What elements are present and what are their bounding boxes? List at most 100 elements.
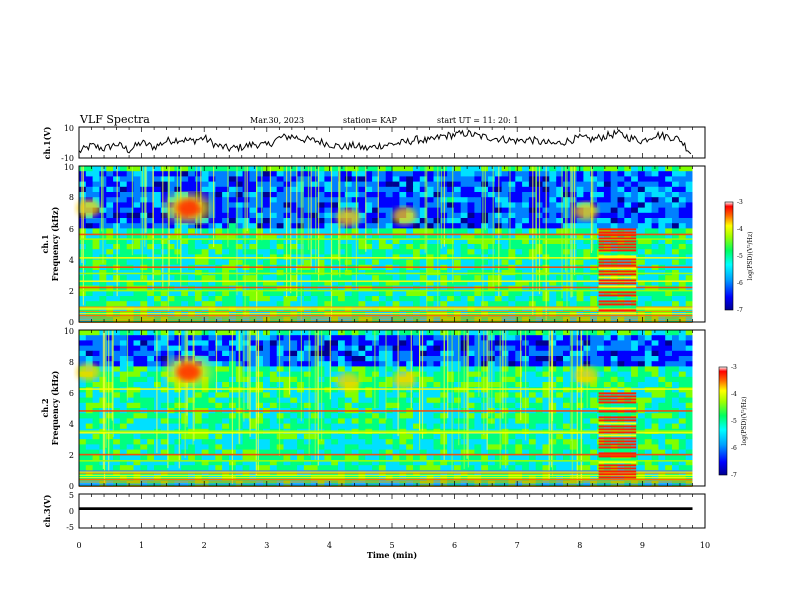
spectrogram-cell xyxy=(549,202,557,208)
spectrogram-cell xyxy=(99,311,107,318)
spectrogram-cell xyxy=(433,249,441,255)
spectrogram-cell xyxy=(297,335,305,341)
spectrogram-cell xyxy=(576,316,584,323)
spectrogram-cell xyxy=(358,228,366,234)
spectrogram-cell xyxy=(365,330,373,336)
spectrogram-cell xyxy=(617,218,625,224)
spectrogram-cell xyxy=(597,228,605,234)
spectrogram-cell xyxy=(590,311,598,318)
spectrogram-cell xyxy=(433,356,441,362)
spectrogram-cell xyxy=(372,423,380,430)
spectrogram-cell xyxy=(249,366,257,372)
spectrogram-cell xyxy=(249,202,257,208)
spectrogram-cell xyxy=(188,176,196,182)
spectrogram-cell xyxy=(617,233,625,240)
spectrogram-cell xyxy=(358,212,366,219)
spectrogram-cell xyxy=(222,423,230,430)
spectrogram-cell xyxy=(624,171,632,177)
spectrogram-cell xyxy=(283,366,291,372)
spectrogram-cell xyxy=(426,166,434,172)
spectrogram-cell xyxy=(672,311,680,318)
spectrogram-cell xyxy=(426,197,434,203)
spectrogram-cell xyxy=(194,418,203,424)
spectrogram-cell xyxy=(413,402,421,409)
spectrogram-cell xyxy=(269,212,278,219)
spectrogram-cell xyxy=(310,413,318,419)
spectrogram-cell xyxy=(460,207,468,214)
spectrogram-cell xyxy=(310,212,318,219)
spectrogram-cell xyxy=(154,361,162,367)
spectrogram-cell xyxy=(106,376,114,383)
spectrogram-cell xyxy=(678,290,686,297)
ch1-colorbar-label: log(PSD)(V²/Hz) xyxy=(747,232,754,281)
spectrogram-cell xyxy=(433,296,441,302)
spectrogram-cell xyxy=(447,340,455,346)
ch1-colorbar-gradient xyxy=(724,201,734,311)
spectrogram-cell xyxy=(569,330,577,336)
spectrogram-cell xyxy=(378,280,387,286)
spectrogram-cell xyxy=(515,207,523,214)
spectrogram-cell xyxy=(181,176,189,182)
spectrogram-cell xyxy=(597,330,605,336)
spectrogram-cell xyxy=(303,296,312,302)
spectrogram-cell xyxy=(290,285,298,292)
spectrogram-cell xyxy=(113,366,121,372)
spectrogram-cell xyxy=(119,296,128,302)
spectrogram-cell xyxy=(365,335,373,341)
spectrogram-cell xyxy=(297,356,305,362)
spectrogram-cell xyxy=(467,186,475,193)
spectrogram-cell xyxy=(160,301,168,307)
spectrogram-cell xyxy=(303,397,312,404)
spectrogram-cell xyxy=(426,345,434,352)
spectrogram-cell xyxy=(133,233,141,240)
spectrogram-cell xyxy=(249,296,257,302)
spectrogram-cell xyxy=(303,330,312,336)
spectrogram-cell xyxy=(229,280,237,286)
spectrogram-cell xyxy=(331,350,339,357)
spectrogram-cell xyxy=(290,228,298,234)
spectrogram-cell xyxy=(467,301,475,307)
spectrogram-cell xyxy=(672,340,680,346)
spectrogram-cell xyxy=(167,275,175,281)
spectrogram-cell xyxy=(249,330,257,336)
spectrogram-cell xyxy=(419,392,427,398)
spectrogram-cell xyxy=(624,340,632,346)
spectrogram-cell xyxy=(447,423,455,430)
spectrogram-cell xyxy=(419,181,427,188)
spectrogram-cell xyxy=(406,418,414,424)
spectrogram-cell xyxy=(290,335,298,341)
spectrogram-cell xyxy=(344,280,352,286)
spectrogram-cell xyxy=(672,197,680,203)
spectrogram-cell xyxy=(126,376,134,383)
spectrogram-cell xyxy=(303,233,312,240)
spectrogram-cell xyxy=(467,382,475,388)
spectrogram-cell xyxy=(79,280,87,286)
spectrogram-cell xyxy=(229,275,237,281)
spectrogram-cell xyxy=(453,223,462,229)
spectrogram-cell xyxy=(494,345,502,352)
spectrogram-cell xyxy=(426,280,434,286)
spectrogram-cell xyxy=(372,366,380,372)
spectrogram-cell xyxy=(147,439,155,445)
spectrogram-cell xyxy=(542,350,550,357)
spectrogram-cell xyxy=(249,171,257,177)
spectrogram-cell xyxy=(419,402,427,409)
low-frequency-stripe xyxy=(79,313,693,315)
spectrogram-cell xyxy=(665,233,673,240)
spectrogram-cell xyxy=(276,186,284,193)
spectrogram-cell xyxy=(597,376,605,383)
spectrogram-cell xyxy=(242,340,250,346)
spectrogram-cell xyxy=(515,387,523,393)
spectrogram-cell xyxy=(637,356,646,362)
spectrogram-cell xyxy=(106,311,114,318)
spectrogram-cell xyxy=(624,366,632,372)
spectrogram-cell xyxy=(140,285,148,292)
spectrogram-cell xyxy=(126,275,134,281)
spectrogram-cell xyxy=(188,259,196,266)
spectrogram-cell xyxy=(331,366,339,372)
spectrogram-cell xyxy=(665,356,673,362)
spectrogram-cell xyxy=(685,397,693,404)
spectrogram-cell xyxy=(351,280,359,286)
spectrogram-cell xyxy=(160,376,168,383)
spectrogram-cell xyxy=(419,296,427,302)
